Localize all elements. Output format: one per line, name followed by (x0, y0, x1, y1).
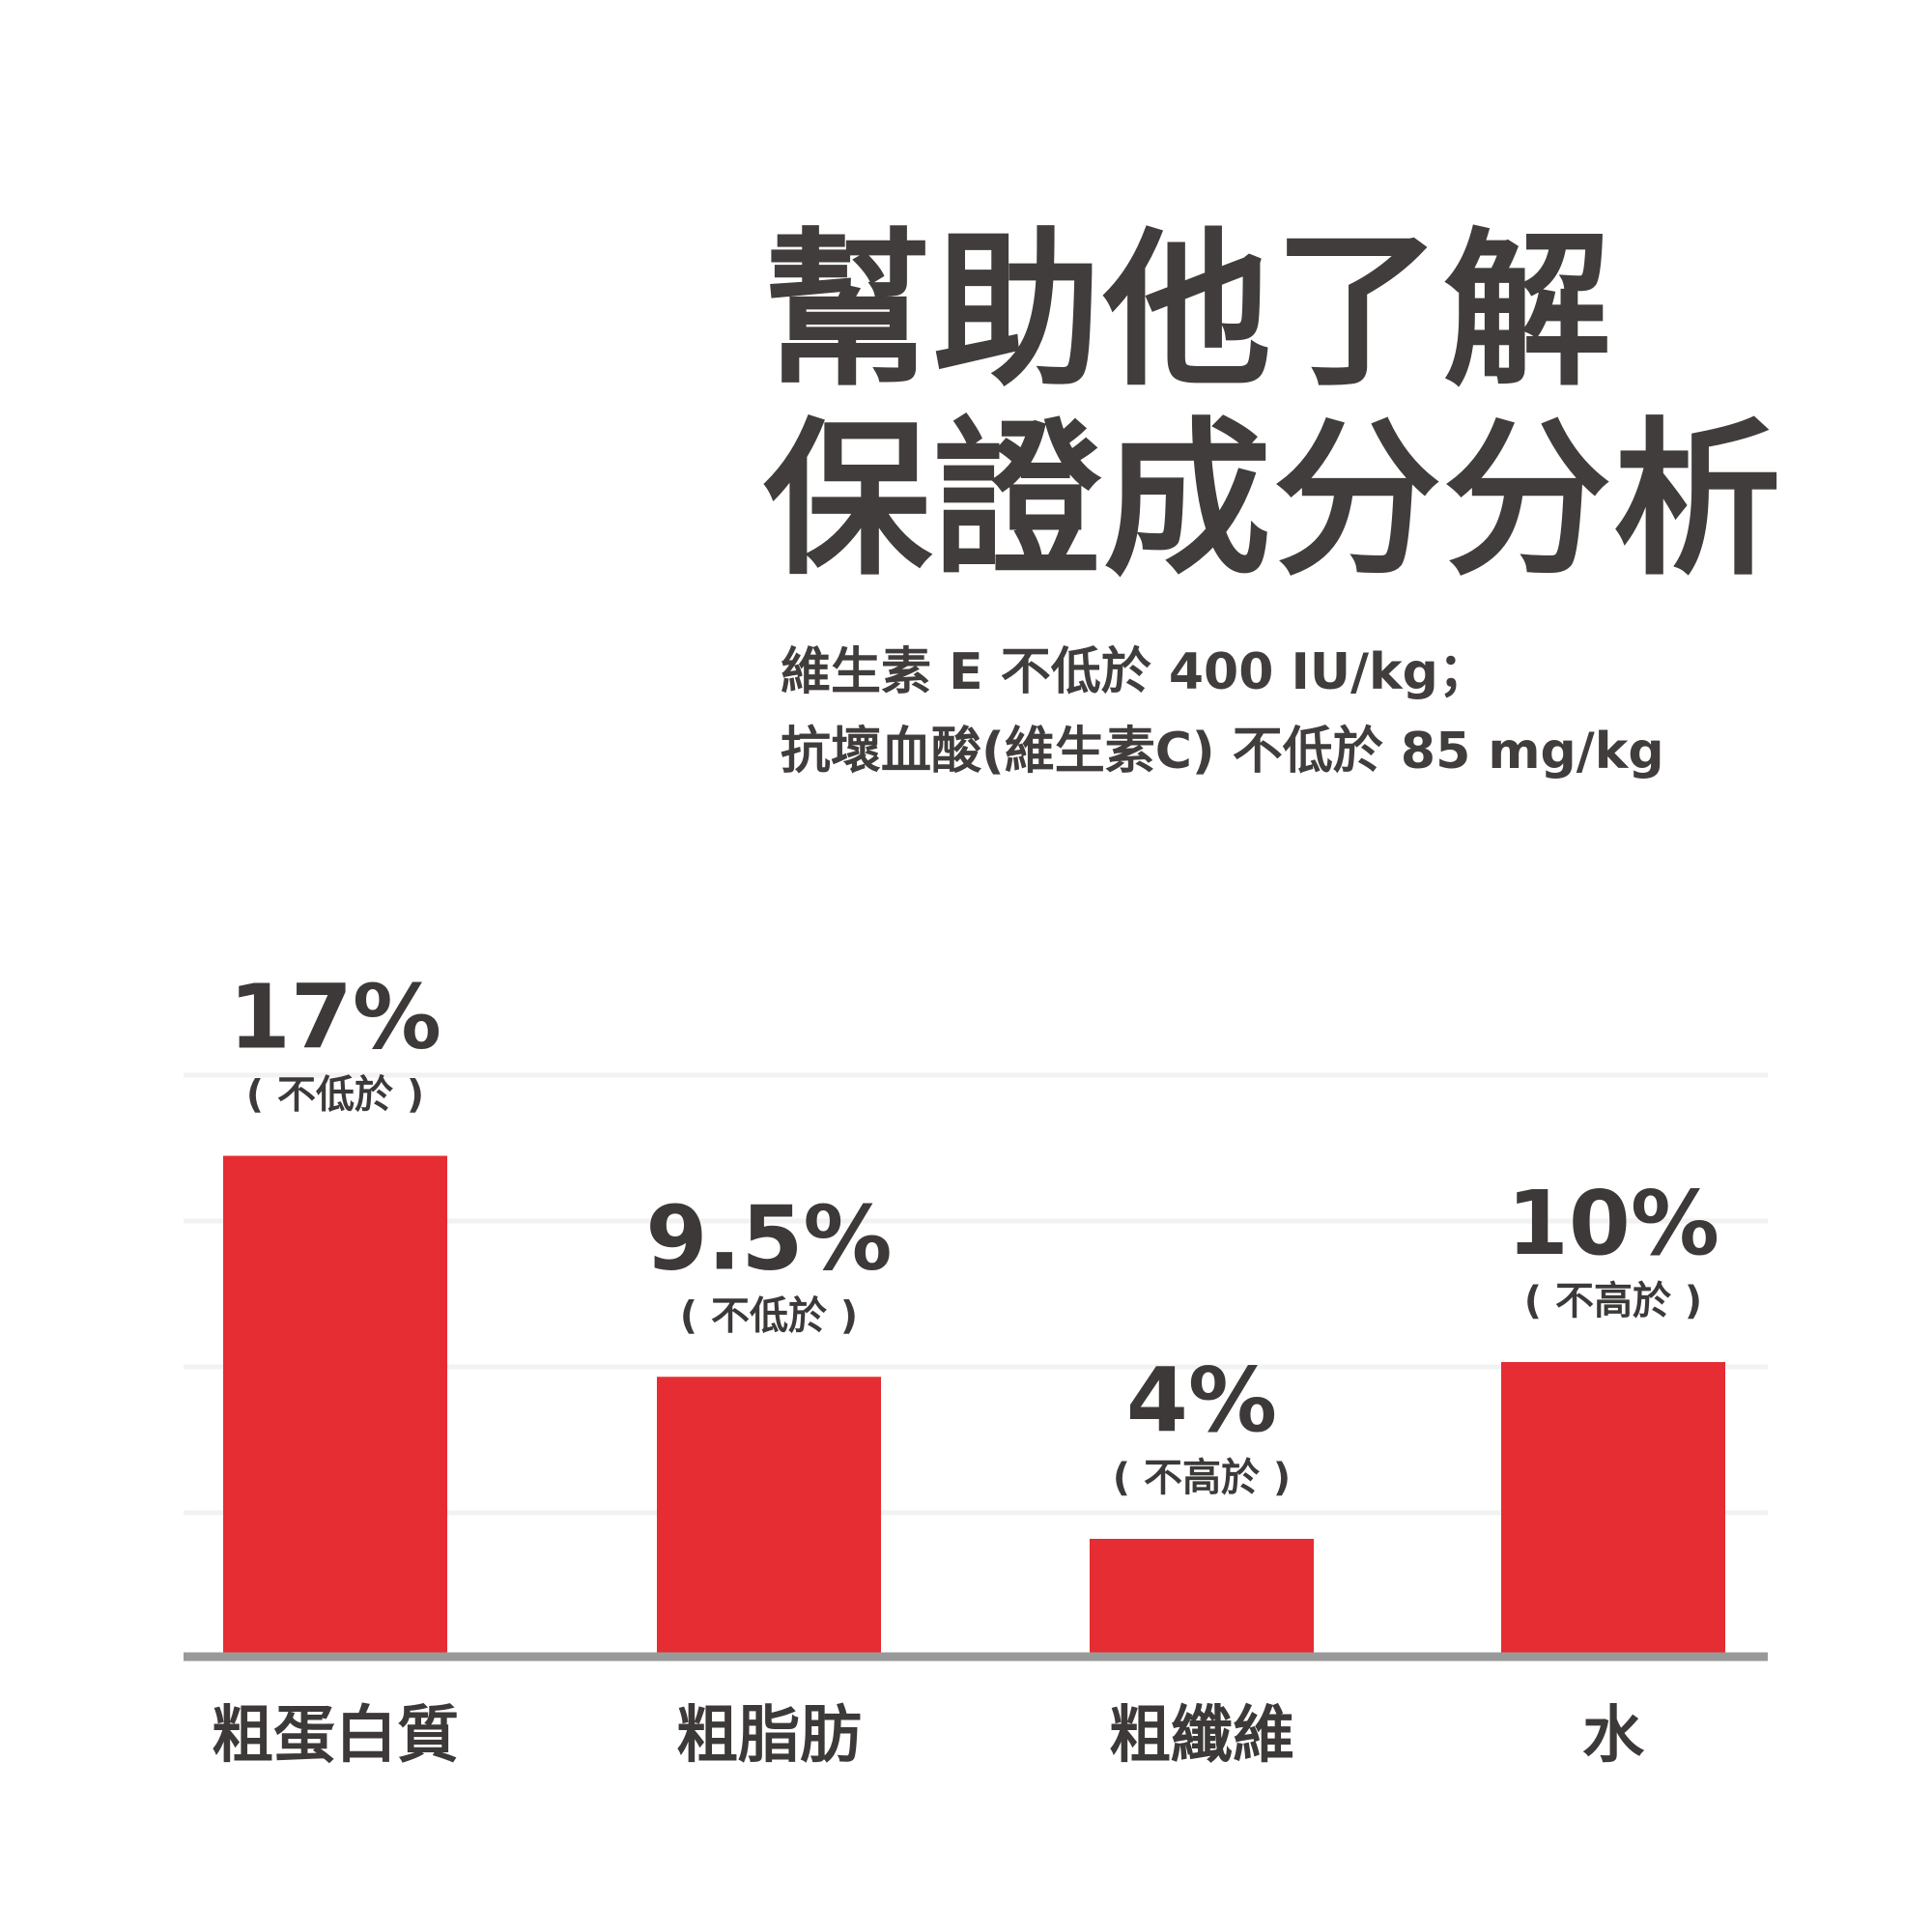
subtitle-block: 維生素 E 不低於 400 IU/kg； 抗壞血酸(維生素C) 不低於 85 m… (781, 633, 1664, 791)
title-block: 幫助他了解 保證成分分析 (763, 217, 1783, 596)
category-label: 粗纖維 (1109, 1700, 1294, 1772)
category-label: 粗蛋白質 (212, 1700, 459, 1772)
bar-note-label: ( 不高於 ) (1113, 1456, 1291, 1500)
category-label: 水 (1582, 1700, 1645, 1772)
page-title-line-2: 保證成分分析 (763, 403, 1784, 599)
bar-value-label: 4% (1126, 1349, 1277, 1452)
bar-value-label: 9.5% (645, 1186, 892, 1290)
bar-note-label: ( 不低於 ) (680, 1293, 858, 1338)
bar-value-label: 10% (1507, 1172, 1719, 1275)
bar (1501, 1362, 1725, 1657)
vitamin-e-note: 維生素 E 不低於 400 IU/kg； (781, 643, 1489, 701)
bar (223, 1155, 447, 1657)
vitamin-c-note: 抗壞血酸(維生素C) 不低於 85 mg/kg (781, 723, 1664, 781)
page-title-line-1: 幫助他了解 (763, 213, 1614, 410)
category-label: 粗脂肪 (676, 1700, 862, 1772)
bar (1090, 1539, 1314, 1657)
bar-value-label: 17% (229, 966, 441, 1069)
bar (657, 1377, 881, 1657)
bar-note-label: ( 不高於 ) (1524, 1279, 1702, 1323)
bar-note-label: ( 不低於 ) (246, 1073, 424, 1118)
